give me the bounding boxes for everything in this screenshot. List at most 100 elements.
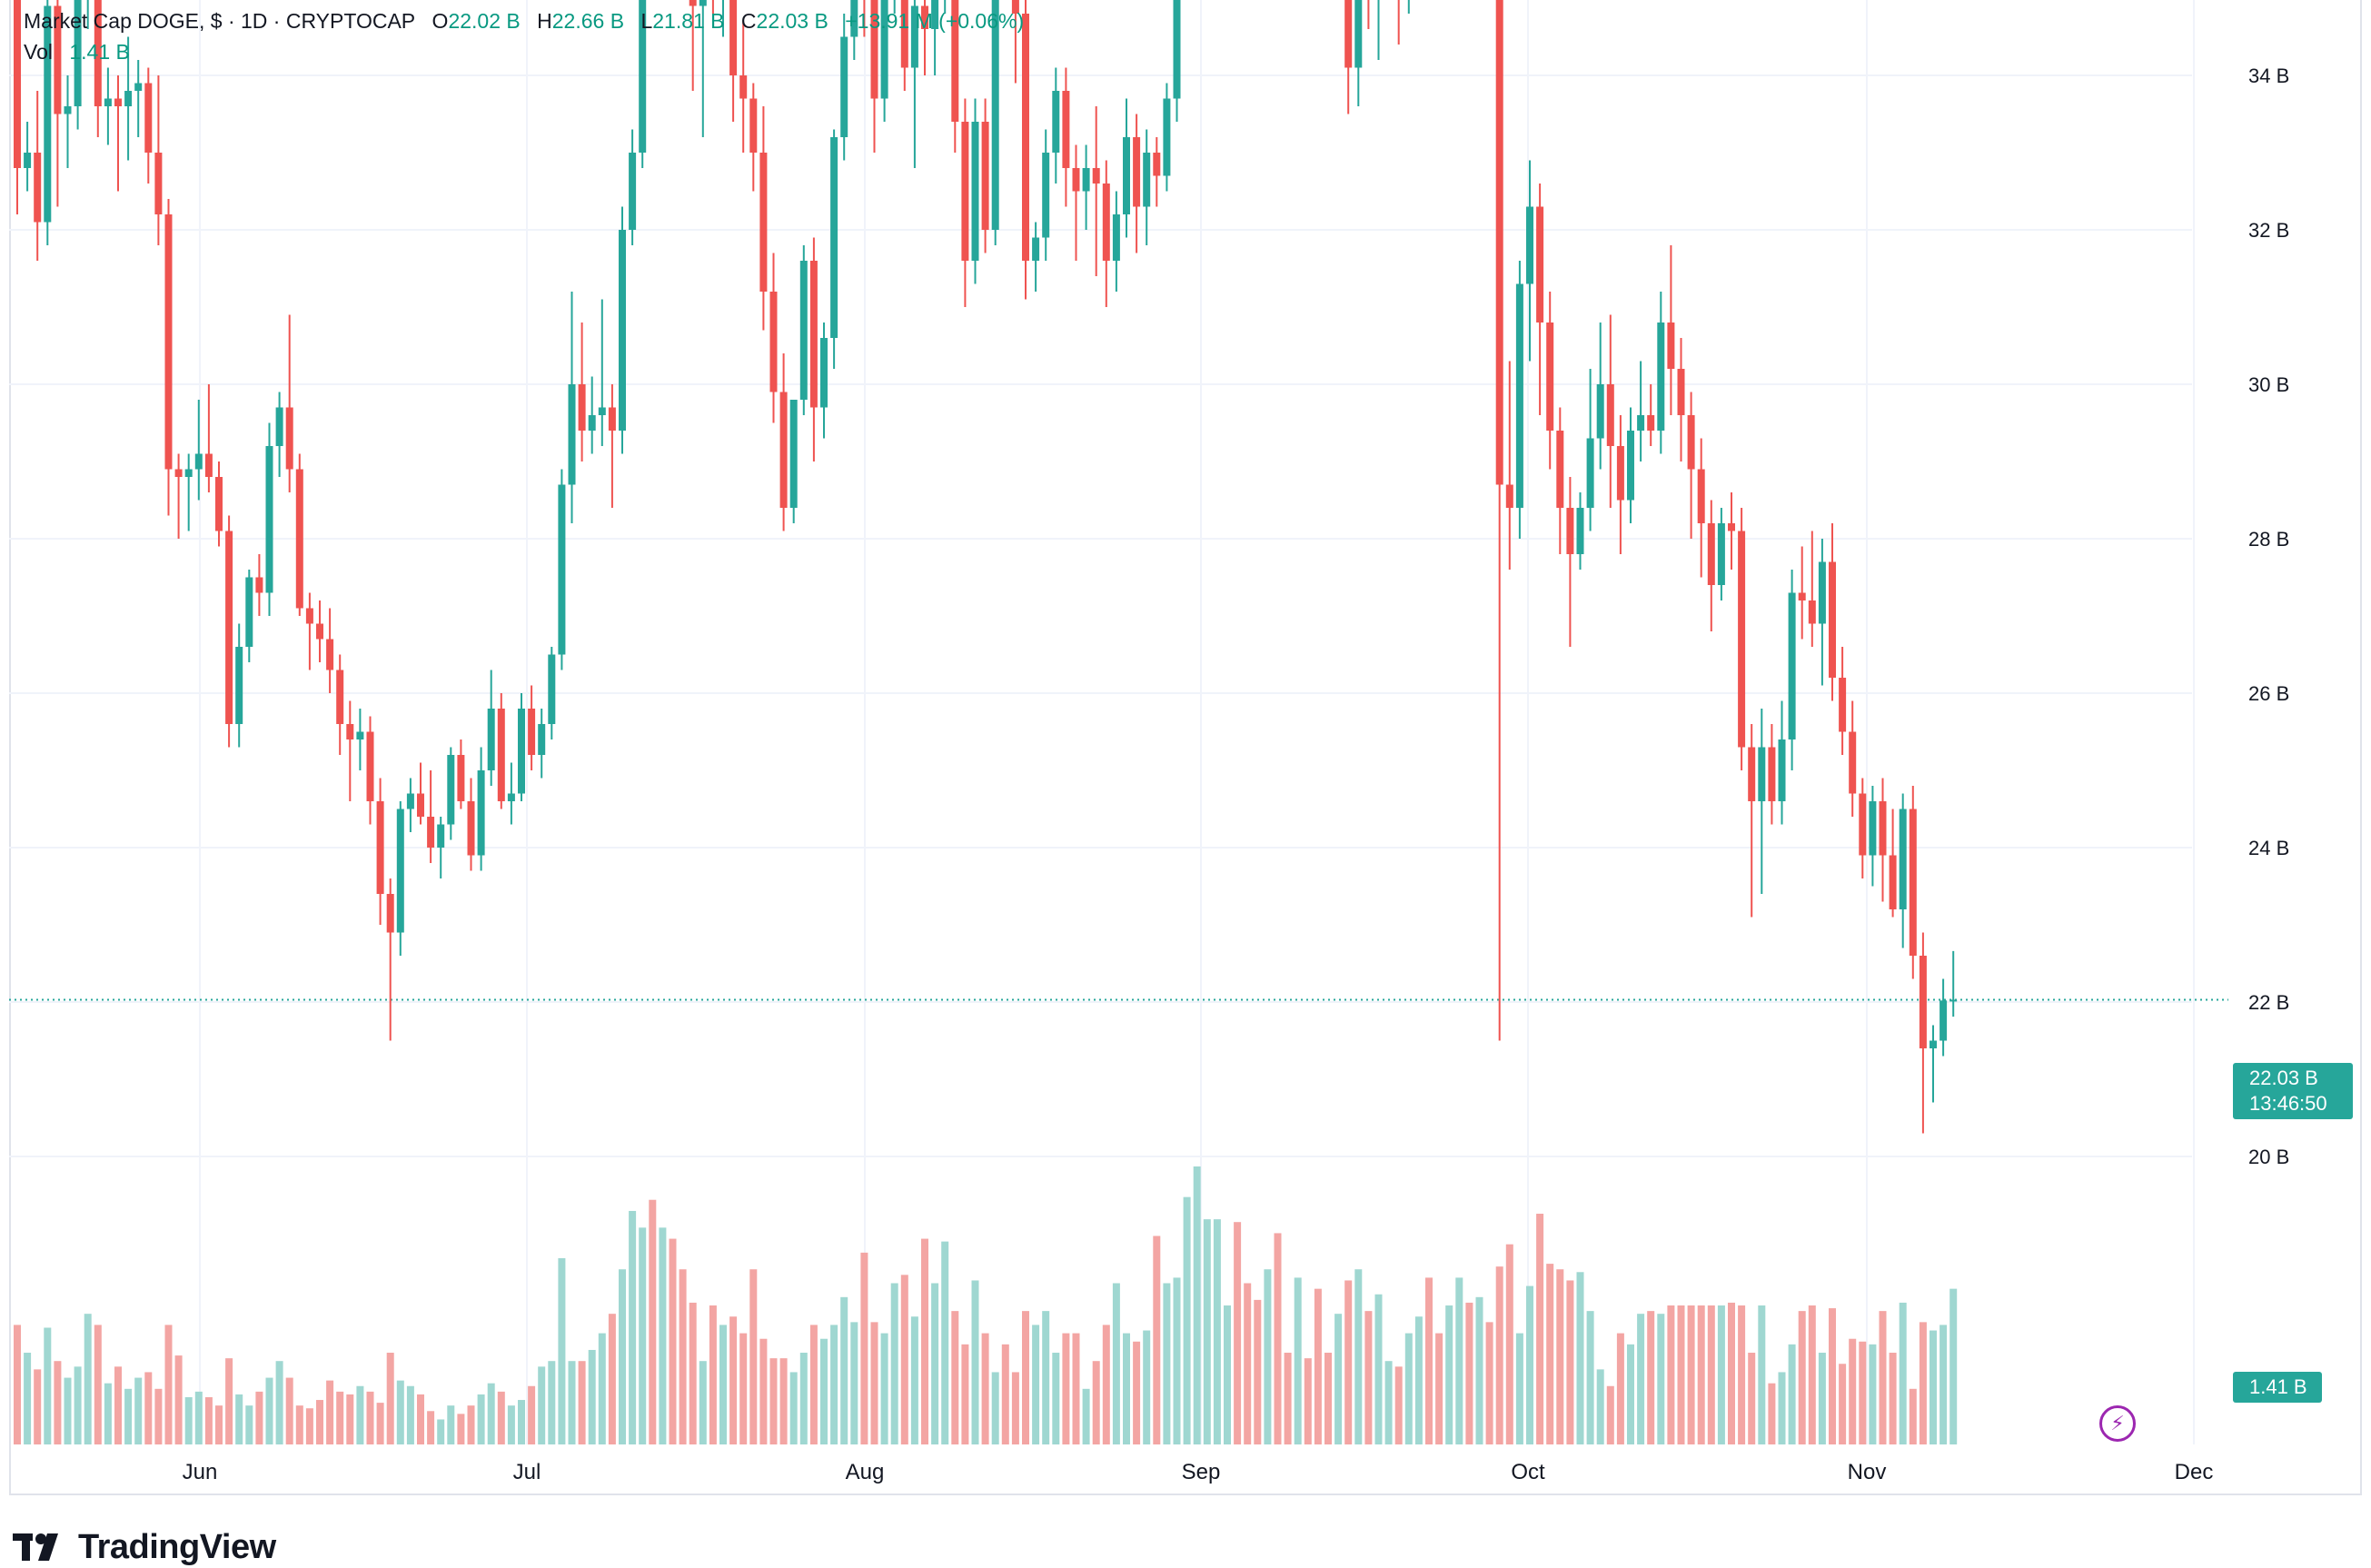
candle-body [346,724,354,739]
volume-bar [900,1275,908,1444]
volume-bar [346,1394,354,1444]
volume-bar [1859,1341,1867,1444]
candle-body [356,731,364,739]
volume-bar [830,1325,838,1444]
candle-body [1930,1040,1937,1048]
candle-body [14,0,21,168]
volume-bar [1546,1264,1554,1444]
volume-bar [1687,1305,1695,1444]
volume-bar [1334,1314,1343,1444]
volume-legend: Vol 1.41 B [24,40,134,65]
volume-bar [1919,1322,1927,1444]
volume-bar [1264,1269,1272,1444]
chart-frame [9,0,2362,1495]
volume-bar [759,1338,768,1444]
volume-bar [1778,1372,1786,1444]
volume-bar [689,1302,697,1444]
volume-bar [1788,1344,1796,1444]
candle-body [1616,446,1624,501]
candle-body [729,0,738,75]
volume-bar [1899,1302,1907,1444]
volume-bar [669,1238,677,1444]
candle-body [1889,855,1897,909]
candle-body [1829,561,1836,678]
volume-bar [860,1252,868,1444]
volume-bar [1042,1311,1050,1444]
candle-body [629,153,637,230]
volume-bar [164,1325,173,1444]
candle-body [789,400,798,508]
candle-body [1728,523,1735,531]
candle-body [1697,469,1705,523]
candle-body [1143,153,1151,207]
volume-bar [457,1414,465,1444]
volume-bar [386,1353,394,1444]
candle-body [1515,283,1523,508]
volume-bar [1606,1385,1614,1444]
lightning-icon[interactable]: ⚡ [2099,1405,2136,1442]
volume-bar [910,1316,918,1444]
candle-body [104,98,112,106]
volume-bar [1425,1277,1433,1444]
candle-body [1667,323,1675,369]
candle-body [880,0,888,99]
volume-bar [1304,1358,1312,1444]
tradingview-logo-icon [13,1533,58,1561]
candle-body [366,731,374,801]
volume-bar [1485,1322,1493,1444]
candle-body [1032,237,1040,261]
candle-body [1133,137,1141,207]
volume-bar [326,1380,334,1444]
y-tick-label: 28 B [2248,528,2289,551]
volume-bar [1768,1383,1776,1444]
candle-body [487,709,495,770]
volume-bar [870,1322,878,1444]
candle-body [759,153,768,292]
volume-bar [396,1380,404,1444]
volume-bar [1667,1305,1675,1444]
volume-price-tag: 1.41 B [2233,1372,2322,1403]
candle-body [840,36,848,137]
candle-body [235,647,243,724]
volume-bar [225,1358,233,1444]
volume-bar [850,1322,858,1444]
volume-bar [124,1388,133,1444]
candle-body [1899,809,1907,909]
volume-bar [789,1372,798,1444]
symbol-title[interactable]: Market Cap DOGE, $ · 1D · CRYPTOCAP [24,9,416,33]
volume-bar [1404,1333,1413,1444]
volume-bar [1526,1285,1533,1444]
volume-bar [1143,1330,1151,1444]
candle-body [1052,91,1060,153]
tradingview-brand[interactable]: TradingView [13,1526,276,1568]
candle-body [215,477,223,531]
volume-bar [578,1361,586,1444]
volume-bar [1707,1305,1715,1444]
volume-bar [1798,1311,1806,1444]
candle-body [1556,431,1564,508]
volume-bar [639,1227,647,1444]
volume-bar [699,1361,707,1444]
candle-body [1596,384,1604,439]
candle-body [1788,592,1796,739]
volume-bar [1556,1269,1564,1444]
candle-body [1576,508,1584,554]
candle-body [1657,323,1665,431]
volume-bar [285,1377,293,1444]
x-tick-label: Aug [846,1460,885,1484]
volume-bar [1173,1277,1181,1444]
candle-body [1879,801,1887,856]
candle-body [194,453,203,470]
candle-body [1768,747,1776,801]
volume-bar [739,1333,748,1444]
candle-body [144,83,153,153]
volume-bar [235,1394,243,1444]
candle-body [528,709,536,755]
volume-bar [1465,1302,1473,1444]
candle-body [326,639,334,670]
volume-bar [467,1405,475,1444]
volume-bar [406,1385,414,1444]
candle-body [1677,369,1685,415]
volume-bar [941,1241,949,1444]
